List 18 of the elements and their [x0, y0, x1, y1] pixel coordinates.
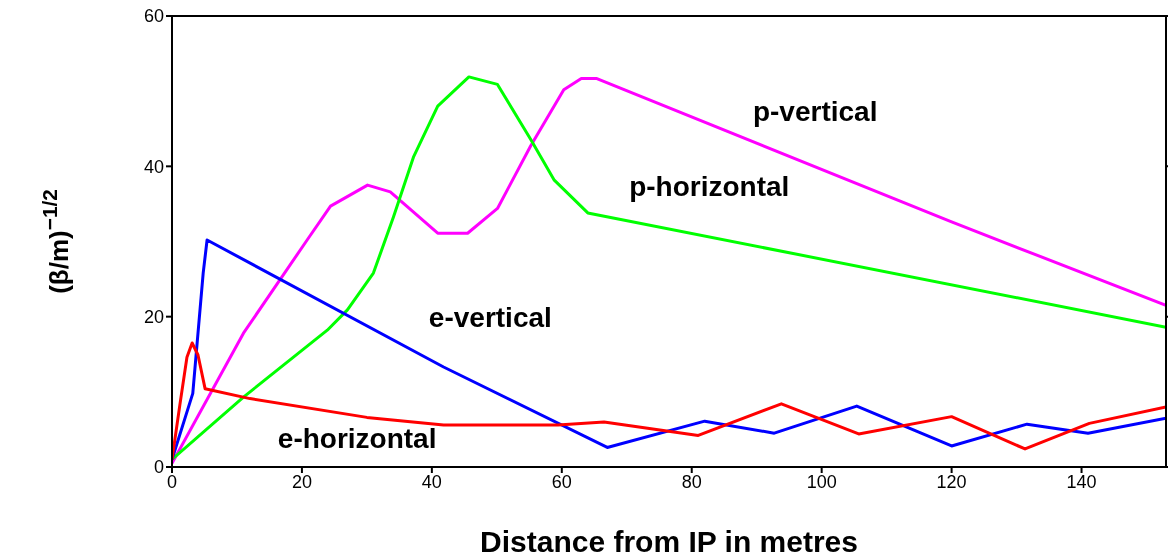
x-tick-label: 40 [421, 471, 442, 492]
x-tick-label: 140 [1066, 471, 1097, 492]
x-axis-title: Distance from IP in metres [480, 525, 858, 556]
series-label: p-vertical [752, 96, 878, 128]
y-tick-label: 40 [143, 156, 164, 177]
x-tick-label: 0 [166, 471, 178, 492]
x-tick-label: 120 [936, 471, 967, 492]
y-tick-label: 0 [153, 457, 164, 478]
series-label: e-horizontal [277, 423, 437, 455]
x-tick-label: 20 [291, 471, 312, 492]
y-tick-label: 60 [143, 6, 164, 27]
y-tick-label: 20 [143, 307, 164, 328]
x-tick-label: 60 [551, 471, 572, 492]
series-label: p-horizontal [629, 171, 790, 203]
x-tick-label: 80 [681, 471, 702, 492]
series-label: e-vertical [428, 302, 552, 334]
x-tick-label: 100 [806, 471, 837, 492]
line-series [172, 341, 1166, 461]
